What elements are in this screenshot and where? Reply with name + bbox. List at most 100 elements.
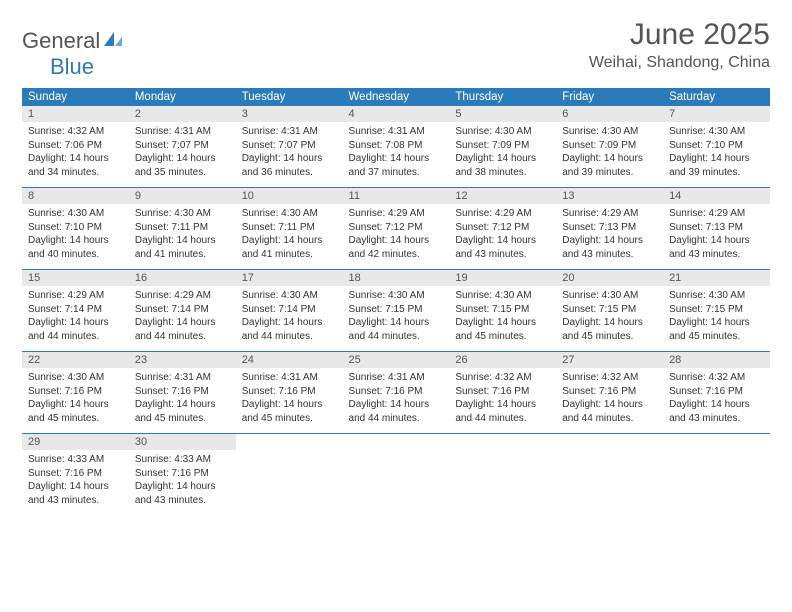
- day-cell: 8Sunrise: 4:30 AMSunset: 7:10 PMDaylight…: [22, 188, 129, 270]
- day-content: Sunrise: 4:30 AMSunset: 7:15 PMDaylight:…: [449, 286, 556, 351]
- day-number: 25: [343, 352, 450, 368]
- day-number: 22: [22, 352, 129, 368]
- day-content: Sunrise: 4:29 AMSunset: 7:14 PMDaylight:…: [129, 286, 236, 351]
- day-cell: 2Sunrise: 4:31 AMSunset: 7:07 PMDaylight…: [129, 106, 236, 188]
- day-number: 11: [343, 188, 450, 204]
- day-number: 8: [22, 188, 129, 204]
- day-number: 7: [663, 106, 770, 122]
- day-number: 19: [449, 270, 556, 286]
- day-cell: 28Sunrise: 4:32 AMSunset: 7:16 PMDayligh…: [663, 352, 770, 434]
- day-content: Sunrise: 4:29 AMSunset: 7:13 PMDaylight:…: [556, 204, 663, 269]
- day-number: 28: [663, 352, 770, 368]
- day-content: Sunrise: 4:31 AMSunset: 7:16 PMDaylight:…: [343, 368, 450, 433]
- day-content: Sunrise: 4:30 AMSunset: 7:10 PMDaylight:…: [22, 204, 129, 269]
- day-content: Sunrise: 4:30 AMSunset: 7:15 PMDaylight:…: [663, 286, 770, 351]
- day-cell: [663, 434, 770, 515]
- day-cell: 23Sunrise: 4:31 AMSunset: 7:16 PMDayligh…: [129, 352, 236, 434]
- day-cell: 24Sunrise: 4:31 AMSunset: 7:16 PMDayligh…: [236, 352, 343, 434]
- day-cell: 13Sunrise: 4:29 AMSunset: 7:13 PMDayligh…: [556, 188, 663, 270]
- day-cell: 15Sunrise: 4:29 AMSunset: 7:14 PMDayligh…: [22, 270, 129, 352]
- day-cell: 26Sunrise: 4:32 AMSunset: 7:16 PMDayligh…: [449, 352, 556, 434]
- day-number: 18: [343, 270, 450, 286]
- day-cell: 18Sunrise: 4:30 AMSunset: 7:15 PMDayligh…: [343, 270, 450, 352]
- day-cell: [343, 434, 450, 515]
- day-cell: 9Sunrise: 4:30 AMSunset: 7:11 PMDaylight…: [129, 188, 236, 270]
- day-cell: 11Sunrise: 4:29 AMSunset: 7:12 PMDayligh…: [343, 188, 450, 270]
- day-number: 21: [663, 270, 770, 286]
- day-number: 27: [556, 352, 663, 368]
- day-number: 17: [236, 270, 343, 286]
- day-number: 3: [236, 106, 343, 122]
- day-cell: 5Sunrise: 4:30 AMSunset: 7:09 PMDaylight…: [449, 106, 556, 188]
- day-content: Sunrise: 4:31 AMSunset: 7:07 PMDaylight:…: [236, 122, 343, 187]
- day-content: Sunrise: 4:30 AMSunset: 7:10 PMDaylight:…: [663, 122, 770, 187]
- dow-header-cell: Thursday: [449, 88, 556, 106]
- day-number: 24: [236, 352, 343, 368]
- day-number: 23: [129, 352, 236, 368]
- day-content: Sunrise: 4:30 AMSunset: 7:11 PMDaylight:…: [236, 204, 343, 269]
- day-content: Sunrise: 4:32 AMSunset: 7:16 PMDaylight:…: [556, 368, 663, 433]
- logo-text-blue: Blue: [50, 54, 94, 79]
- day-content: Sunrise: 4:30 AMSunset: 7:15 PMDaylight:…: [556, 286, 663, 351]
- day-cell: 27Sunrise: 4:32 AMSunset: 7:16 PMDayligh…: [556, 352, 663, 434]
- day-content: Sunrise: 4:32 AMSunset: 7:06 PMDaylight:…: [22, 122, 129, 187]
- day-number: 2: [129, 106, 236, 122]
- calendar-table: SundayMondayTuesdayWednesdayThursdayFrid…: [22, 88, 770, 515]
- day-content: Sunrise: 4:30 AMSunset: 7:09 PMDaylight:…: [449, 122, 556, 187]
- day-content: Sunrise: 4:30 AMSunset: 7:15 PMDaylight:…: [343, 286, 450, 351]
- dow-header-cell: Sunday: [22, 88, 129, 106]
- day-cell: 17Sunrise: 4:30 AMSunset: 7:14 PMDayligh…: [236, 270, 343, 352]
- day-content: Sunrise: 4:33 AMSunset: 7:16 PMDaylight:…: [22, 450, 129, 515]
- day-content: Sunrise: 4:32 AMSunset: 7:16 PMDaylight:…: [449, 368, 556, 433]
- day-content: Sunrise: 4:30 AMSunset: 7:11 PMDaylight:…: [129, 204, 236, 269]
- day-number: 1: [22, 106, 129, 122]
- day-number: 30: [129, 434, 236, 450]
- day-cell: 22Sunrise: 4:30 AMSunset: 7:16 PMDayligh…: [22, 352, 129, 434]
- day-content: Sunrise: 4:29 AMSunset: 7:13 PMDaylight:…: [663, 204, 770, 269]
- day-content: Sunrise: 4:33 AMSunset: 7:16 PMDaylight:…: [129, 450, 236, 515]
- day-number: 29: [22, 434, 129, 450]
- day-cell: [449, 434, 556, 515]
- day-content: Sunrise: 4:29 AMSunset: 7:12 PMDaylight:…: [343, 204, 450, 269]
- day-number: 12: [449, 188, 556, 204]
- day-content: Sunrise: 4:29 AMSunset: 7:14 PMDaylight:…: [22, 286, 129, 351]
- day-number: 13: [556, 188, 663, 204]
- day-cell: 29Sunrise: 4:33 AMSunset: 7:16 PMDayligh…: [22, 434, 129, 515]
- day-number: 9: [129, 188, 236, 204]
- logo-sail-icon: [102, 28, 124, 54]
- day-number: 14: [663, 188, 770, 204]
- week-row: 15Sunrise: 4:29 AMSunset: 7:14 PMDayligh…: [22, 270, 770, 352]
- day-cell: 6Sunrise: 4:30 AMSunset: 7:09 PMDaylight…: [556, 106, 663, 188]
- dow-header-cell: Wednesday: [343, 88, 450, 106]
- day-cell: 10Sunrise: 4:30 AMSunset: 7:11 PMDayligh…: [236, 188, 343, 270]
- dow-header-cell: Monday: [129, 88, 236, 106]
- day-cell: 21Sunrise: 4:30 AMSunset: 7:15 PMDayligh…: [663, 270, 770, 352]
- dow-header-cell: Tuesday: [236, 88, 343, 106]
- day-number: 10: [236, 188, 343, 204]
- day-content: Sunrise: 4:30 AMSunset: 7:14 PMDaylight:…: [236, 286, 343, 351]
- logo-text-general: General: [22, 28, 100, 53]
- day-cell: 19Sunrise: 4:30 AMSunset: 7:15 PMDayligh…: [449, 270, 556, 352]
- dow-header-row: SundayMondayTuesdayWednesdayThursdayFrid…: [22, 88, 770, 106]
- location: Weihai, Shandong, China: [589, 54, 770, 72]
- page-title: June 2025: [589, 18, 770, 52]
- week-row: 8Sunrise: 4:30 AMSunset: 7:10 PMDaylight…: [22, 188, 770, 270]
- header: General Blue June 2025 Weihai, Shandong,…: [22, 18, 770, 80]
- day-cell: [556, 434, 663, 515]
- day-cell: 12Sunrise: 4:29 AMSunset: 7:12 PMDayligh…: [449, 188, 556, 270]
- day-cell: 14Sunrise: 4:29 AMSunset: 7:13 PMDayligh…: [663, 188, 770, 270]
- day-cell: 7Sunrise: 4:30 AMSunset: 7:10 PMDaylight…: [663, 106, 770, 188]
- day-number: 5: [449, 106, 556, 122]
- day-cell: 25Sunrise: 4:31 AMSunset: 7:16 PMDayligh…: [343, 352, 450, 434]
- day-number: 20: [556, 270, 663, 286]
- dow-header-cell: Friday: [556, 88, 663, 106]
- day-cell: 30Sunrise: 4:33 AMSunset: 7:16 PMDayligh…: [129, 434, 236, 515]
- day-cell: 1Sunrise: 4:32 AMSunset: 7:06 PMDaylight…: [22, 106, 129, 188]
- day-cell: 20Sunrise: 4:30 AMSunset: 7:15 PMDayligh…: [556, 270, 663, 352]
- day-number: 26: [449, 352, 556, 368]
- day-number: 16: [129, 270, 236, 286]
- week-row: 22Sunrise: 4:30 AMSunset: 7:16 PMDayligh…: [22, 352, 770, 434]
- day-number: 6: [556, 106, 663, 122]
- day-cell: [236, 434, 343, 515]
- day-cell: 3Sunrise: 4:31 AMSunset: 7:07 PMDaylight…: [236, 106, 343, 188]
